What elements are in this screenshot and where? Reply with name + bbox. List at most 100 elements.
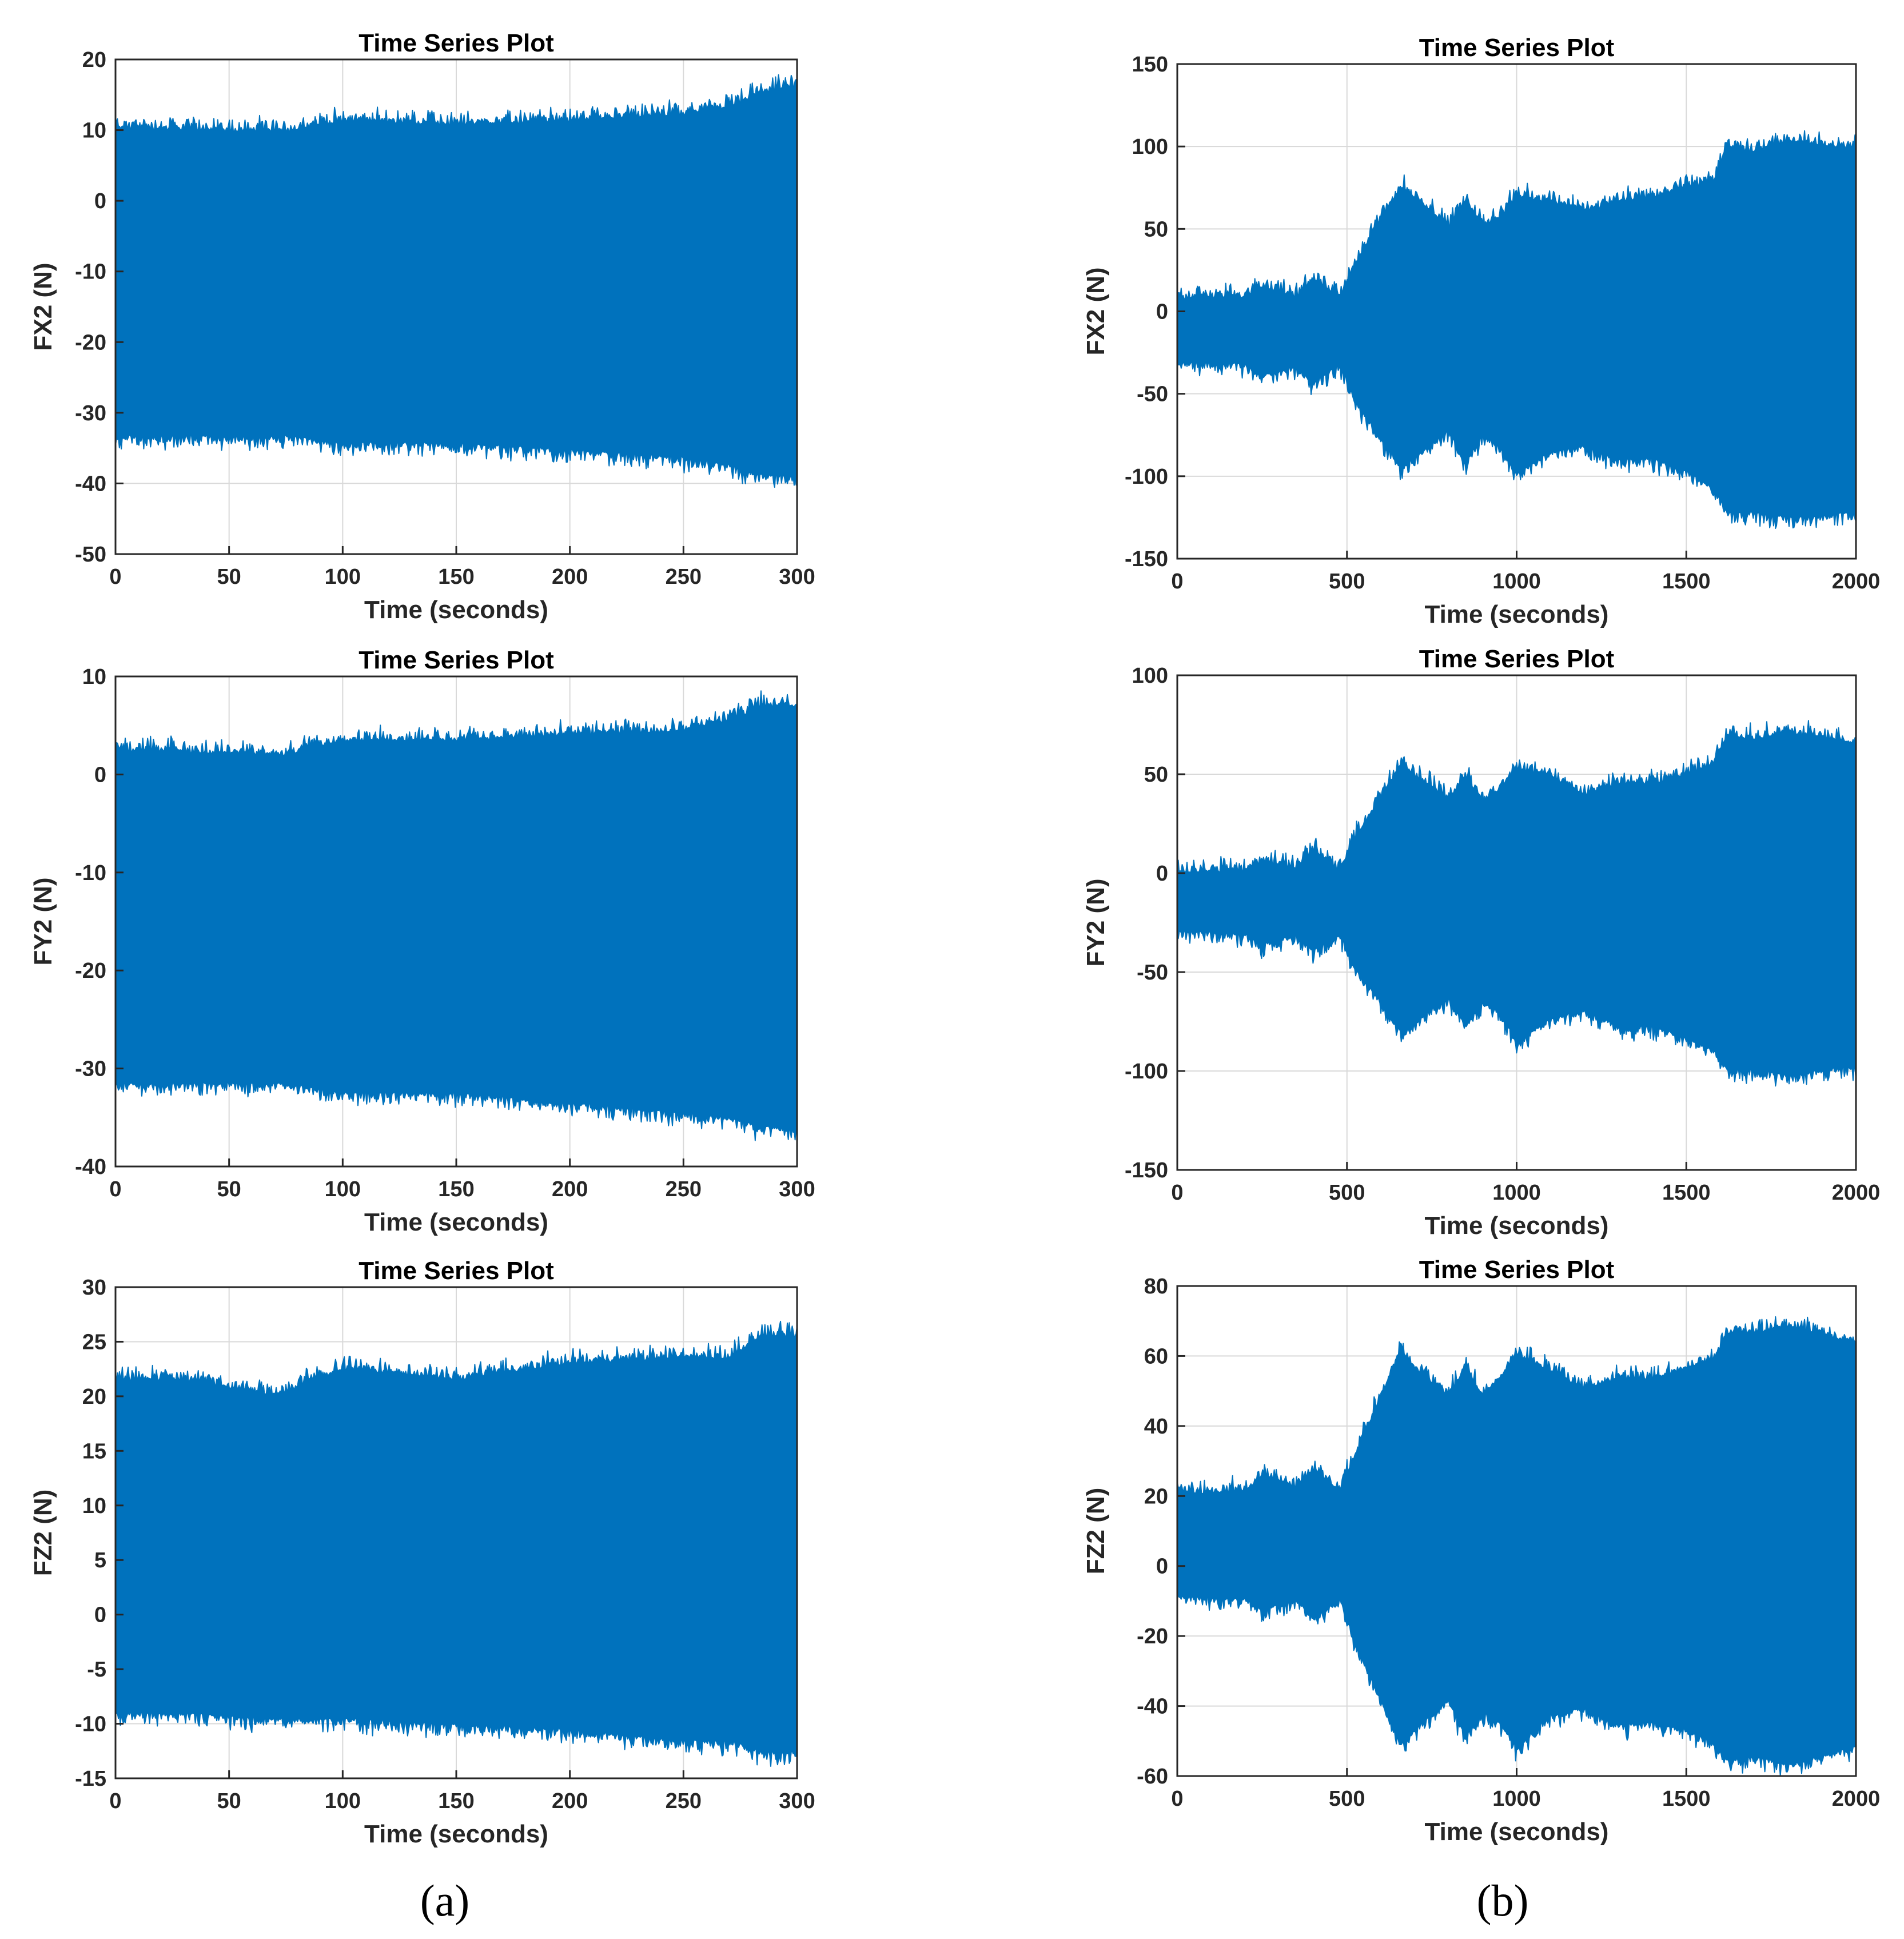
y-tick-label: -150 xyxy=(1125,547,1168,571)
y-tick-label: 40 xyxy=(1144,1415,1168,1439)
y-tick-label: -10 xyxy=(75,861,106,885)
x-tick-label: 250 xyxy=(666,1177,702,1201)
y-tick-label: -20 xyxy=(75,331,106,355)
y-tick-label: 30 xyxy=(82,1276,106,1300)
y-tick-label: 0 xyxy=(94,763,106,787)
x-tick-label: 200 xyxy=(552,1177,588,1201)
x-tick-label: 150 xyxy=(438,1177,474,1201)
x-axis-label: Time (seconds) xyxy=(364,596,548,624)
y-tick-label: -100 xyxy=(1125,1060,1168,1084)
y-tick-label: 150 xyxy=(1132,53,1168,77)
x-tick-label: 50 xyxy=(217,1177,241,1201)
chart-2: 0 500 1000 1500 2000 -150 -100 -50 0 50 100 150 Time… xyxy=(1082,34,1880,628)
y-tick-label: 0 xyxy=(1156,862,1168,886)
chart-4: 0 500 1000 1500 2000 -150 -100 -50 0 50 100 Time Se… xyxy=(1082,645,1880,1240)
x-tick-label: 100 xyxy=(325,1177,361,1201)
x-tick-label: 100 xyxy=(325,1789,361,1813)
y-tick-label: -20 xyxy=(1137,1625,1168,1649)
x-axis-label: Time (seconds) xyxy=(364,1820,548,1848)
y-tick-label: -10 xyxy=(75,260,106,284)
x-tick-label: 150 xyxy=(438,1789,474,1813)
x-tick-label: 300 xyxy=(779,565,815,589)
x-tick-label: 500 xyxy=(1329,1787,1365,1811)
y-tick-label: -15 xyxy=(75,1767,106,1791)
y-tick-label: 15 xyxy=(82,1439,106,1463)
x-tick-label: 250 xyxy=(666,1789,702,1813)
x-tick-label: 1000 xyxy=(1492,1787,1541,1811)
x-tick-label: 100 xyxy=(325,565,361,589)
signal-series xyxy=(115,690,798,1141)
y-tick-label: 20 xyxy=(82,48,106,72)
x-axis-label: Time (seconds) xyxy=(364,1208,548,1236)
y-tick-label: 80 xyxy=(1144,1275,1168,1299)
y-axis-label: FZ2 (N) xyxy=(1082,1488,1110,1575)
chart-title: Time Series Plot xyxy=(1419,1256,1615,1284)
chart-title: Time Series Plot xyxy=(1419,34,1615,62)
y-tick-label: 10 xyxy=(82,1494,106,1518)
y-tick-label: -150 xyxy=(1125,1158,1168,1182)
y-tick-label: 0 xyxy=(94,189,106,213)
y-tick-label: 0 xyxy=(1156,1555,1168,1579)
y-tick-label: 10 xyxy=(82,119,106,143)
y-tick-label: -30 xyxy=(75,1057,106,1081)
x-axis-label: Time (seconds) xyxy=(1425,1818,1609,1846)
x-tick-label: 0 xyxy=(1171,1787,1183,1811)
y-tick-label: -5 xyxy=(87,1658,106,1682)
x-tick-label: 0 xyxy=(1171,1181,1183,1205)
y-tick-label: -10 xyxy=(75,1713,106,1737)
x-tick-label: 0 xyxy=(109,1177,121,1201)
y-tick-label: 100 xyxy=(1132,135,1168,159)
y-tick-label: 5 xyxy=(94,1548,106,1572)
chart-1: 0 50 100 150 200 250 300 -50 -40 -30 -20 -10 0 10 20 Ti… xyxy=(29,29,815,624)
y-tick-label: -40 xyxy=(1137,1695,1168,1719)
y-tick-label: -50 xyxy=(75,543,106,567)
x-tick-label: 1500 xyxy=(1662,1787,1711,1811)
signal-series xyxy=(115,74,798,488)
y-tick-label: -20 xyxy=(75,959,106,983)
chart-6: 0 500 1000 1500 2000 -60 -40 -20 0 20 40 60 80 Time S… xyxy=(1082,1256,1880,1846)
y-tick-label: 0 xyxy=(94,1603,106,1627)
x-axis-label: Time (seconds) xyxy=(1425,600,1609,628)
chart-3: 0 50 100 150 200 250 300 -40 -30 -20 -10 0 10 Time Se… xyxy=(29,646,815,1236)
y-tick-label: 10 xyxy=(82,665,106,689)
x-tick-label: 1000 xyxy=(1492,570,1541,594)
x-tick-label: 2000 xyxy=(1832,1787,1881,1811)
x-tick-label: 300 xyxy=(779,1789,815,1813)
x-tick-label: 2000 xyxy=(1832,1181,1881,1205)
y-axis-label: FX2 (N) xyxy=(1082,268,1110,356)
y-tick-label: -100 xyxy=(1125,465,1168,489)
panel-label-b: (b) xyxy=(1477,1876,1529,1925)
chart-5: 0 50 100 150 200 250 300 -15 -10 -5 0 5 10 15 20 25 30 Ti… xyxy=(29,1257,815,1848)
x-tick-label: 150 xyxy=(438,565,474,589)
y-tick-label: 20 xyxy=(1144,1484,1168,1508)
y-axis-label: FY2 (N) xyxy=(29,878,57,966)
y-tick-label: 20 xyxy=(82,1385,106,1409)
y-tick-label: -50 xyxy=(1137,961,1168,985)
y-axis-label: FX2 (N) xyxy=(29,263,57,351)
panel-label-a: (a) xyxy=(420,1876,470,1925)
x-tick-label: 0 xyxy=(109,1789,121,1813)
y-tick-label: 50 xyxy=(1144,217,1168,241)
x-tick-label: 500 xyxy=(1329,570,1365,594)
x-tick-label: 200 xyxy=(552,565,588,589)
x-tick-label: 2000 xyxy=(1832,570,1881,594)
x-axis-label: Time (seconds) xyxy=(1425,1212,1609,1240)
x-tick-label: 0 xyxy=(1171,570,1183,594)
y-axis-label: FZ2 (N) xyxy=(29,1490,57,1576)
chart-title: Time Series Plot xyxy=(1419,645,1615,673)
x-tick-label: 200 xyxy=(552,1789,588,1813)
chart-title: Time Series Plot xyxy=(359,646,554,674)
x-tick-label: 500 xyxy=(1329,1181,1365,1205)
y-tick-label: 25 xyxy=(82,1330,106,1354)
y-tick-label: 0 xyxy=(1156,300,1168,324)
chart-title: Time Series Plot xyxy=(359,1257,554,1285)
y-tick-label: -50 xyxy=(1137,383,1168,407)
y-tick-label: 50 xyxy=(1144,763,1168,787)
chart-title: Time Series Plot xyxy=(359,29,554,57)
x-tick-label: 300 xyxy=(779,1177,815,1201)
x-tick-label: 1500 xyxy=(1662,570,1711,594)
x-tick-label: 50 xyxy=(217,565,241,589)
y-axis-label: FY2 (N) xyxy=(1082,879,1110,967)
y-tick-label: -30 xyxy=(75,401,106,425)
